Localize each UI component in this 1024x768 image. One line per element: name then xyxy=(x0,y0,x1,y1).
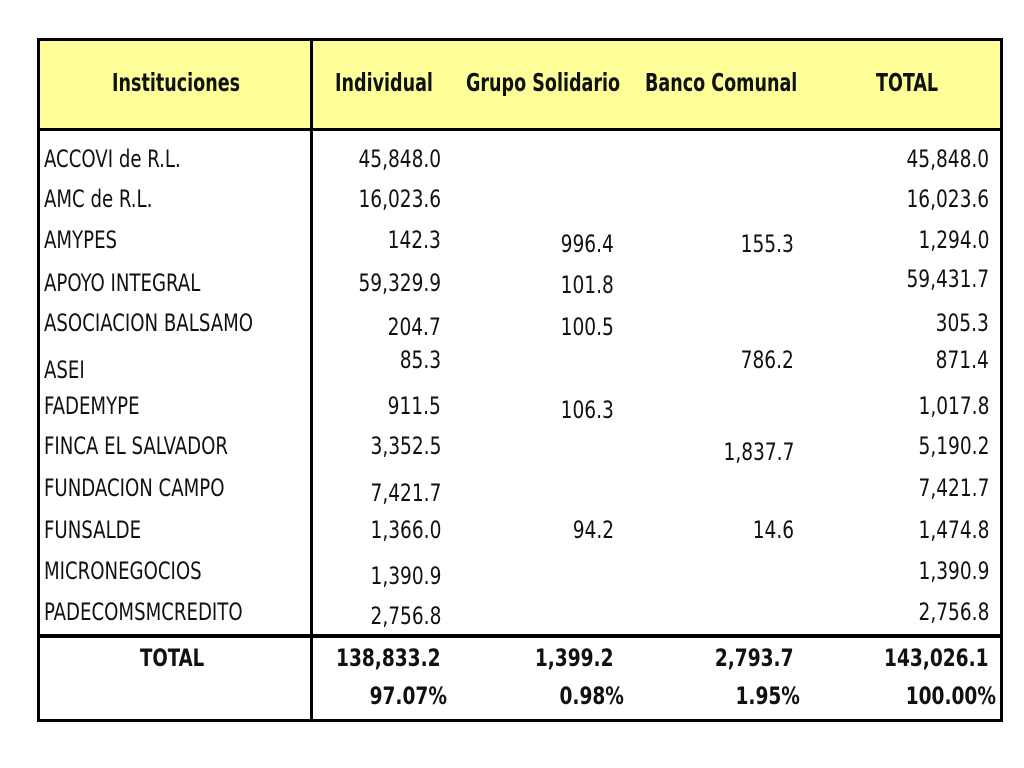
header-individual: Individual xyxy=(335,68,433,97)
row-individual: 142.3 xyxy=(387,226,441,254)
row-total: 7,421.7 xyxy=(918,474,989,502)
row-total: 2,756.8 xyxy=(918,598,989,626)
row-total: 45,848.0 xyxy=(906,145,989,173)
row-individual: 911.5 xyxy=(387,392,441,420)
header-total: TOTAL xyxy=(876,68,939,97)
data-table: Instituciones Individual Grupo Solidario… xyxy=(37,38,1003,722)
row-total: 305.3 xyxy=(935,309,989,337)
row-name: FADEMYPE xyxy=(44,392,140,420)
row-name: APOYO INTEGRAL xyxy=(44,269,201,297)
row-name: ASEI xyxy=(44,356,85,384)
row-banco: 786.2 xyxy=(740,346,794,374)
row-total: 1,294.0 xyxy=(918,226,989,254)
row-grupo: 996.4 xyxy=(560,230,614,258)
total-label: TOTAL xyxy=(140,644,205,672)
header-banco-comunal: Banco Comunal xyxy=(645,68,798,97)
row-individual: 1,366.0 xyxy=(370,516,441,544)
row-name: PADECOMSMCREDITO xyxy=(44,598,243,626)
row-individual: 7,421.7 xyxy=(370,479,441,507)
column-divider xyxy=(310,41,313,719)
total-total: 143,026.1 xyxy=(884,644,989,672)
row-grupo: 94.2 xyxy=(572,516,614,544)
row-total: 1,474.8 xyxy=(918,516,989,544)
row-name: FUNDACION CAMPO xyxy=(44,474,225,502)
pct-grupo: 0.98% xyxy=(559,682,624,710)
row-name: FUNSALDE xyxy=(44,516,142,544)
row-name: AMYPES xyxy=(44,226,118,254)
row-total: 5,190.2 xyxy=(918,432,989,460)
row-individual: 3,352.5 xyxy=(370,432,441,460)
total-banco: 2,793.7 xyxy=(715,644,794,672)
pct-individual: 97.07% xyxy=(369,682,447,710)
row-individual: 2,756.8 xyxy=(370,602,441,630)
row-individual: 16,023.6 xyxy=(358,185,441,213)
row-total: 59,431.7 xyxy=(906,265,989,293)
row-name: ACCOVI de R.L. xyxy=(44,145,181,173)
row-banco: 1,837.7 xyxy=(723,438,794,466)
row-total: 16,023.6 xyxy=(906,185,989,213)
table-header: Instituciones Individual Grupo Solidario… xyxy=(40,41,1000,131)
row-grupo: 101.8 xyxy=(560,271,614,299)
pct-total: 100.00% xyxy=(905,682,996,710)
total-individual: 138,833.2 xyxy=(336,644,441,672)
pct-banco: 1.95% xyxy=(735,682,800,710)
row-grupo: 100.5 xyxy=(560,313,614,341)
row-name: AMC de R.L. xyxy=(44,185,153,213)
total-divider xyxy=(40,634,1000,638)
row-individual: 59,329.9 xyxy=(358,269,441,297)
row-total: 871.4 xyxy=(935,346,989,374)
row-banco: 155.3 xyxy=(740,230,794,258)
row-individual: 1,390.9 xyxy=(370,562,441,590)
row-individual: 45,848.0 xyxy=(358,145,441,173)
header-grupo-solidario: Grupo Solidario xyxy=(466,68,621,97)
row-grupo: 106.3 xyxy=(560,396,614,424)
row-individual: 85.3 xyxy=(399,346,441,374)
row-individual: 204.7 xyxy=(387,313,441,341)
total-grupo: 1,399.2 xyxy=(535,644,614,672)
row-name: FINCA EL SALVADOR xyxy=(44,432,229,460)
row-name: MICRONEGOCIOS xyxy=(44,557,202,585)
row-banco: 14.6 xyxy=(752,516,794,544)
header-instituciones: Instituciones xyxy=(112,68,241,97)
row-total: 1,017.8 xyxy=(918,392,989,420)
row-name: ASOCIACION BALSAMO xyxy=(44,309,254,337)
row-total: 1,390.9 xyxy=(918,557,989,585)
